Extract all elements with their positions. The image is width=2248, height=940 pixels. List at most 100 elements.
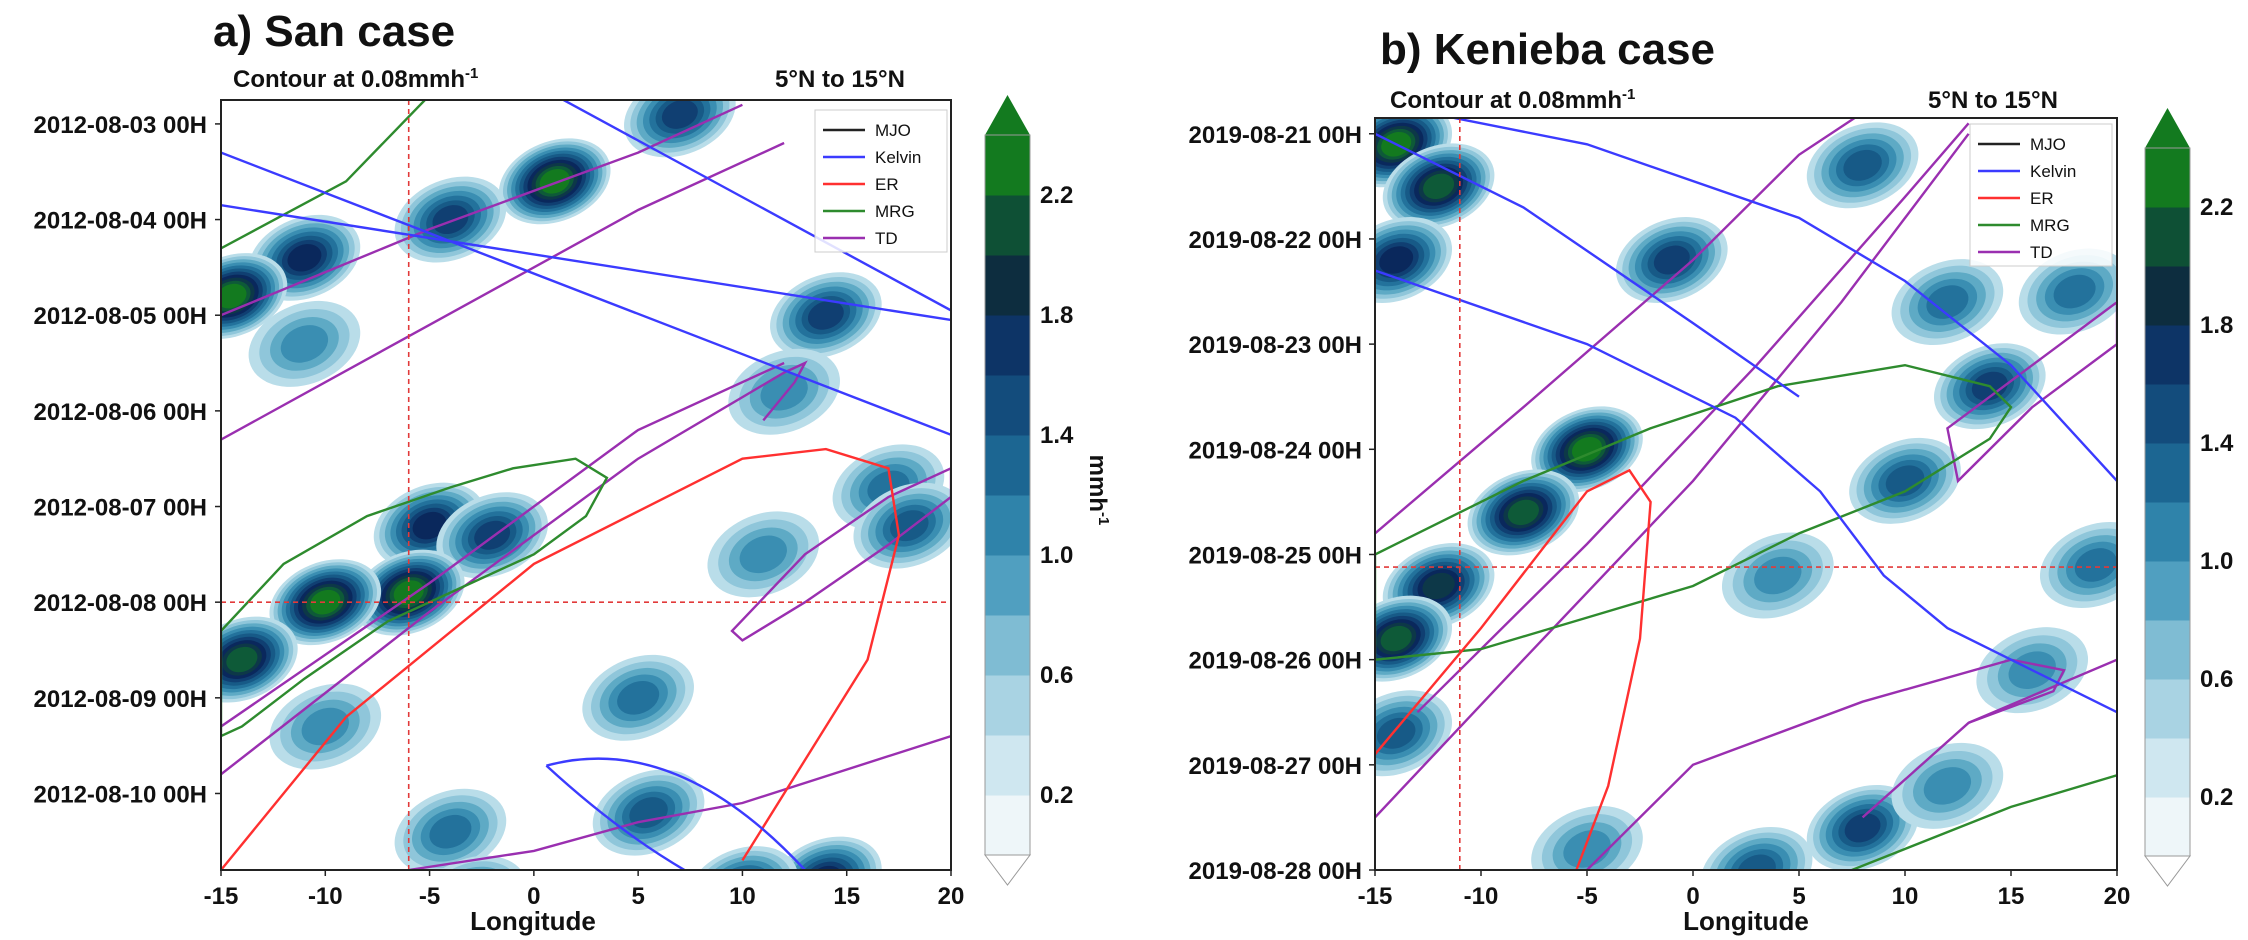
y-tick-label: 2019-08-28 00H [1189, 858, 1362, 885]
er-contour [1375, 468, 1652, 870]
x-tick-label: 0 [1686, 883, 1699, 910]
colorbar-segment [2145, 738, 2190, 798]
legend-label-er: ER [2030, 189, 2054, 208]
td-contour [730, 466, 951, 642]
kelvin-contour [545, 764, 687, 870]
panel-a-frame [220, 99, 952, 871]
colorbar-segment [2145, 797, 2190, 857]
colorbar-tick-label: 1.8 [1040, 302, 1073, 329]
precip-contour [226, 646, 258, 673]
precip-contour [775, 840, 877, 870]
panel-a-contour-label: Contour at 0.08mmh-1 [233, 65, 478, 93]
panel-b-lat-band: 5°N to 15°N [1928, 87, 2058, 114]
x-tick-label: 20 [938, 883, 965, 910]
precip-cell [1891, 742, 2004, 829]
colorbar-segment [985, 675, 1030, 736]
x-tick-label: 10 [1892, 883, 1919, 910]
x-tick-label: -5 [1576, 883, 1597, 910]
precip-contour [807, 300, 844, 330]
panel-a-colorbar: 0.2 0.6 1.0 1.4 1.8 2.2 mmh-1 [984, 95, 1112, 886]
x-tick-label: 5 [631, 883, 644, 910]
x-tick-label: -5 [419, 883, 440, 910]
precip-contour [1380, 625, 1412, 652]
precip-cell [498, 138, 611, 225]
precip-contour [393, 580, 424, 605]
legend-label-mjo: MJO [2030, 135, 2066, 154]
precip-cell [1806, 122, 1919, 209]
precip-cell [221, 253, 288, 340]
colorbar-segment [985, 555, 1030, 616]
colorbar-segment [2145, 502, 2190, 562]
panel-b-xlabel: Longitude [1683, 906, 1809, 936]
x-tick-label: -15 [1358, 883, 1393, 910]
td-contour [221, 361, 785, 728]
colorbar-max-arrow [985, 95, 1030, 135]
precip-cell [624, 100, 736, 158]
precip-cell [352, 549, 465, 636]
td-contour [221, 103, 743, 317]
precip-contour [539, 169, 570, 194]
precip-contour [1923, 767, 1972, 805]
panel-a-legend: MJO Kelvin ER MRG TD [814, 109, 948, 253]
precip-cell [1375, 217, 1453, 303]
colorbar-frame [2144, 147, 2191, 857]
precip-contour [432, 205, 469, 235]
x-tick-label: -10 [1464, 883, 1499, 910]
colorbar-unit: mmh-1 [1084, 455, 1112, 526]
td-contour [1946, 300, 2117, 484]
colorbar-min-arrow [2144, 855, 2191, 887]
precip-cell [269, 559, 382, 646]
y-tick-label: 2012-08-08 00H [34, 590, 207, 617]
precip-contour [617, 681, 660, 715]
precip-contour [301, 707, 349, 746]
legend-label-kelvin: Kelvin [875, 148, 921, 167]
precip-contour [1754, 556, 1802, 595]
legend-label-er: ER [875, 175, 899, 194]
precip-contour [221, 283, 247, 309]
x-tick-label: 10 [729, 883, 756, 910]
td-contour [221, 141, 785, 441]
precip-contour [1737, 854, 1776, 870]
colorbar-segment [985, 195, 1030, 256]
legend-label-td: TD [875, 229, 898, 248]
kelvin-contour [221, 151, 951, 436]
precip-cell [707, 511, 820, 598]
precip-contour [280, 325, 329, 363]
precip-cell [770, 836, 882, 870]
y-tick-label: 2019-08-24 00H [1189, 437, 1362, 464]
colorbar-segment [985, 795, 1030, 856]
kelvin-contour [1375, 269, 2117, 714]
x-tick-label: 0 [527, 883, 540, 910]
y-tick-label: 2019-08-21 00H [1189, 122, 1362, 149]
panel-b-legend: MJO Kelvin ER MRG TD [1969, 123, 2113, 267]
colorbar-max-arrow [2145, 108, 2190, 148]
colorbar-segment [985, 135, 1030, 196]
y-tick-label: 2019-08-27 00H [1189, 753, 1362, 780]
precip-cell [2039, 522, 2117, 608]
legend-label-td: TD [2030, 243, 2053, 262]
precip-contour [310, 589, 341, 615]
x-tick-label: 15 [833, 883, 860, 910]
panel-b-title: b) Kenieba case [1380, 25, 1715, 74]
precip-cell [582, 654, 694, 741]
er-contour [221, 447, 901, 870]
panel-b-y-axis: 2019-08-21 00H 2019-08-22 00H 2019-08-23 0… [1189, 122, 1375, 885]
precip-cell [1467, 469, 1580, 556]
kelvin-contour [1448, 118, 2117, 482]
colorbar-segment [985, 435, 1030, 496]
precip-contour [661, 100, 698, 129]
y-tick-label: 2012-08-07 00H [34, 495, 207, 522]
precip-cell [1531, 406, 1643, 493]
colorbar-segment [985, 495, 1030, 556]
kelvin-contour [561, 100, 951, 312]
precip-cell [728, 348, 840, 435]
td-contour [1861, 658, 2117, 819]
y-tick-label: 2012-08-06 00H [34, 399, 207, 426]
colorbar-segment [2145, 679, 2190, 739]
precip-cell [686, 846, 799, 870]
precip-cell [248, 300, 361, 387]
td-contour [221, 360, 808, 776]
colorbar-frame [984, 134, 1031, 856]
precip-contour [1885, 465, 1925, 497]
